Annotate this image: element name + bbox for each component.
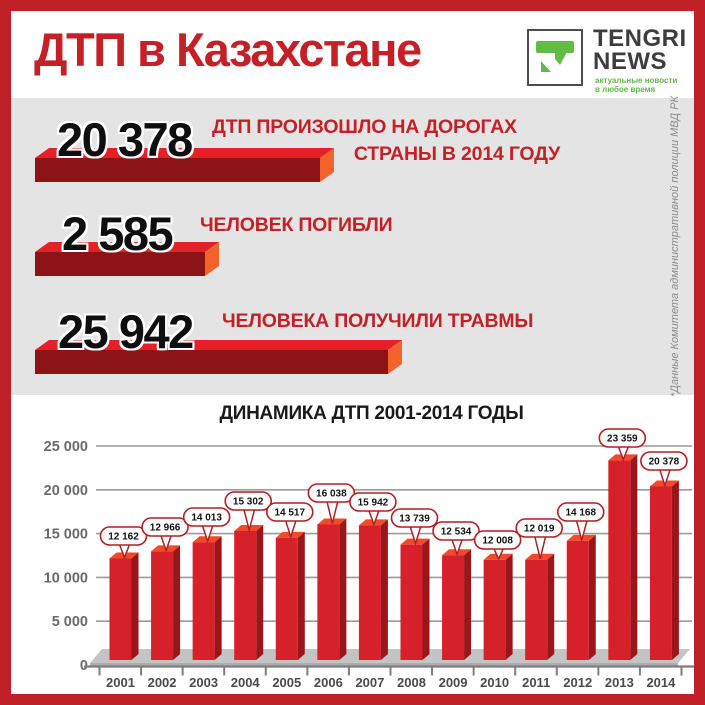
stat-bar-1: [35, 242, 219, 276]
chart-bubble-2010: 12 008: [473, 530, 522, 561]
chart-bar-2009: [442, 549, 472, 660]
chart-bubble-2006: 16 038: [307, 483, 356, 524]
stat-label-injuries: ЧЕЛОВЕКА ПОЛУЧИЛИ ТРАВМЫ: [222, 310, 534, 332]
page-title: ДТП в Казахстане: [34, 23, 422, 76]
chart-bubble-2014: 20 378: [640, 451, 688, 488]
chart-year-label: 2005: [272, 675, 301, 690]
chart-bubble-value: 12 019: [524, 524, 555, 535]
logo-tagline-line2: в любое время: [595, 85, 656, 94]
chart-bubble-2003: 14 013: [182, 507, 231, 544]
logo-tagline: актуальные новости в любое время: [595, 76, 677, 94]
chart-bar-2003: [192, 536, 222, 660]
chart-bubble-2008: 13 739: [390, 508, 439, 547]
stat-bar-2: [35, 340, 402, 374]
stat-value-deaths: 2 585: [62, 207, 174, 260]
chart-ytick-label: 15 000: [44, 527, 88, 543]
chart-ytick-label: 20 000: [44, 483, 88, 499]
chart-year-label: 2014: [646, 675, 676, 690]
chart-platform-edge: [90, 663, 678, 666]
chart-bubble-2007: 15 942: [349, 492, 397, 527]
chart-bar-2012: [566, 534, 596, 660]
chart-bubble-value: 12 008: [482, 536, 513, 547]
chart-year-label: 2003: [189, 675, 218, 690]
chart-bar-2006: [317, 518, 347, 660]
stat-label-deaths: ЧЕЛОВЕК ПОГИБЛИ: [200, 214, 393, 236]
stat-value-accidents: 20 378: [57, 113, 193, 166]
chart-bubble-2002: 12 966: [141, 517, 189, 553]
tengri-logo-glyph: [536, 41, 574, 72]
chart-bar-2013: [608, 454, 638, 660]
logo-tagline-line1: актуальные новости: [595, 76, 678, 85]
source-note: *Данные Комитета административной полици…: [669, 95, 681, 398]
chart-bubble-value: 14 168: [565, 508, 596, 519]
tengri-logo-icon: [527, 29, 583, 86]
chart-bubble-value: 16 038: [316, 489, 347, 500]
chart-bar-2014: [649, 480, 679, 660]
stat-label-accidents-line1: ДТП ПРОИЗОШЛО НА ДОРОГАХ: [212, 116, 517, 138]
logo-brand-text: TENGRI NEWS: [593, 25, 687, 75]
chart-bar-2005: [275, 531, 305, 660]
chart-ytick-label: 25 000: [44, 439, 88, 455]
chart-year-label: 2011: [522, 675, 550, 690]
logo-brand-line1: TENGRI: [593, 25, 687, 52]
chart-year-label: 2001: [106, 675, 135, 690]
chart-bar-2004: [234, 524, 264, 660]
chart-ytick-label: 5 000: [52, 614, 88, 630]
chart-title: ДИНАМИКА ДТП 2001-2014 ГОДЫ: [219, 403, 524, 424]
chart-bubble-value: 12 966: [150, 523, 181, 534]
chart-bubble-value: 15 302: [233, 497, 264, 508]
stat-bar-0: [35, 148, 334, 182]
chart-ytick-label: 0: [80, 658, 88, 674]
chart-bubble-value: 13 739: [399, 514, 430, 525]
chart-bubble-2012: 14 168: [556, 502, 605, 543]
chart-bar-2001: [109, 552, 139, 660]
logo-brand-line2: NEWS: [593, 48, 667, 75]
chart-bubble-value: 20 378: [649, 457, 680, 468]
chart-bubble-2001: 12 162: [99, 526, 148, 560]
chart-ytick-label: 10 000: [44, 570, 88, 586]
chart-year-label: 2006: [314, 675, 343, 690]
chart-bubble-2009: 12 534: [432, 521, 480, 557]
chart-bubble-2004: 15 302: [224, 491, 273, 533]
chart-bubble-value: 23 359: [607, 434, 638, 445]
chart-bubble-value: 15 942: [358, 498, 389, 509]
chart-bar-2010: [483, 553, 513, 660]
chart-bar-2011: [525, 553, 555, 660]
chart-bubble-2013: 23 359: [598, 428, 647, 462]
chart-bubble-value: 14 013: [191, 513, 222, 524]
chart-year-label: 2002: [148, 675, 177, 690]
chart-year-label: 2009: [439, 675, 468, 690]
chart-year-label: 2010: [480, 675, 509, 690]
chart-bubble-value: 12 162: [108, 532, 139, 543]
chart-bar-2002: [151, 545, 181, 660]
chart-year-label: 2013: [605, 675, 634, 690]
chart-bubble-value: 14 517: [274, 508, 305, 519]
chart-year-label: 2004: [231, 675, 261, 690]
chart-bubble-2005: 14 517: [265, 502, 314, 540]
chart-year-label: 2012: [563, 675, 592, 690]
stat-value-injuries: 25 942: [58, 305, 194, 358]
chart-bar-2008: [400, 538, 430, 660]
chart-year-label: 2007: [355, 675, 384, 690]
chart-year-label: 2008: [397, 675, 426, 690]
chart-bar-2007: [358, 519, 388, 660]
chart-bubble-value: 12 534: [441, 527, 472, 538]
stat-label-accidents-line2: СТРАНЫ В 2014 ГОДУ: [353, 143, 560, 165]
chart-bubble-2011: 12 019: [515, 518, 564, 559]
